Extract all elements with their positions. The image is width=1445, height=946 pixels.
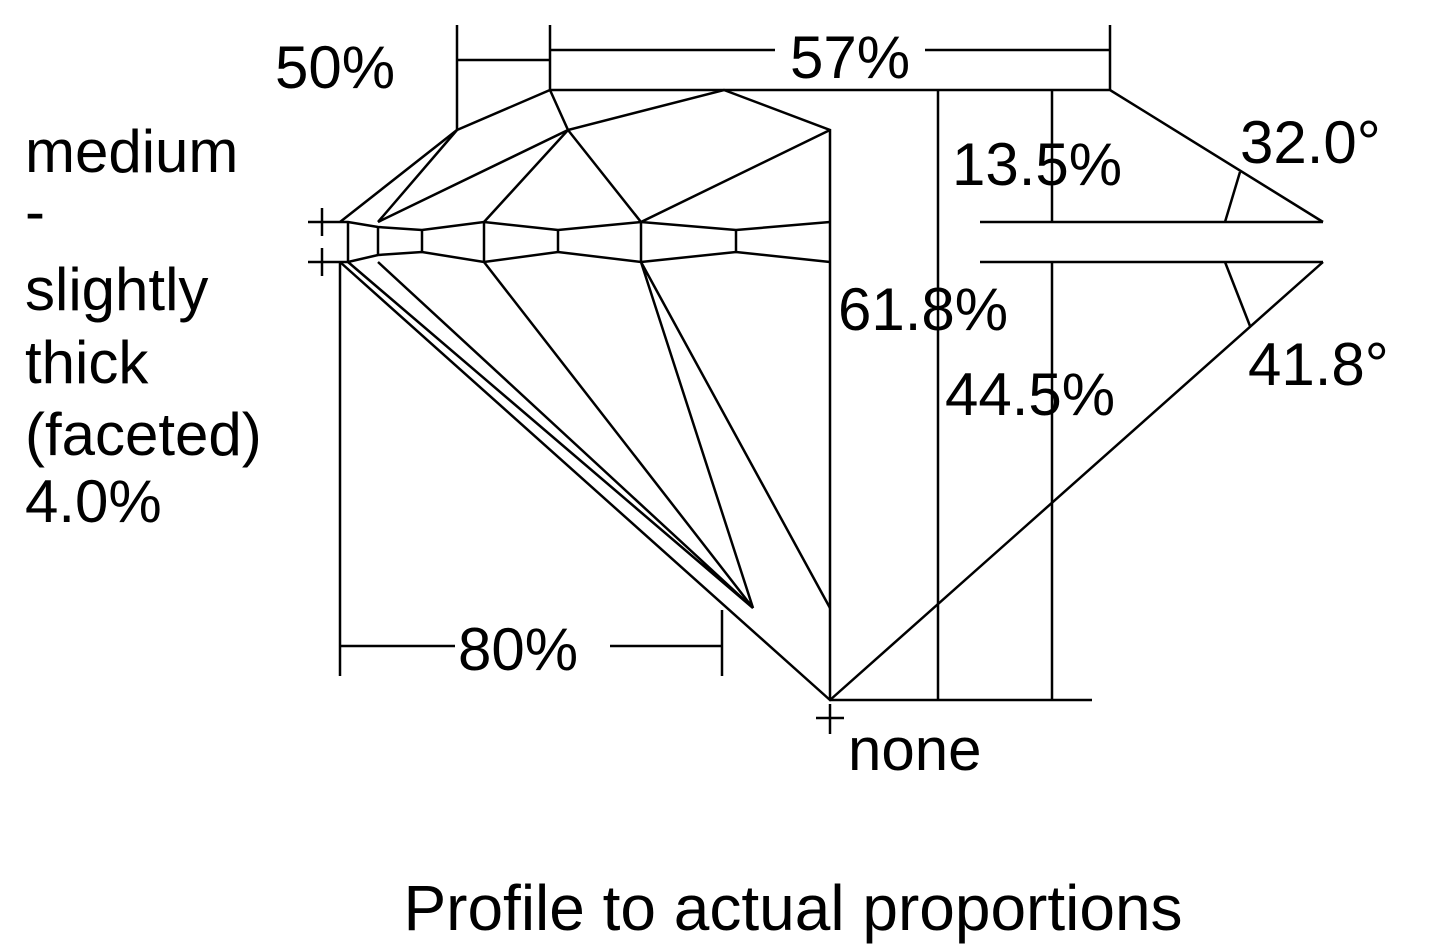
label: 4.0%	[25, 468, 162, 535]
label: 57%	[790, 24, 910, 91]
label: 61.8%	[838, 276, 1008, 343]
label: thick	[25, 329, 149, 396]
label: slightly	[25, 256, 208, 323]
label: 44.5%	[945, 361, 1115, 428]
label: 50%	[275, 34, 395, 101]
label: 32.0°	[1240, 109, 1381, 176]
label: 41.8°	[1248, 331, 1389, 398]
label: medium	[25, 118, 238, 185]
label: 80%	[458, 616, 578, 683]
diamond-profile	[308, 25, 1324, 734]
caption: Profile to actual proportions	[403, 872, 1182, 944]
label: -	[25, 178, 45, 245]
label: none	[848, 716, 981, 783]
label: 13.5%	[952, 131, 1122, 198]
label: (faceted)	[25, 401, 262, 468]
